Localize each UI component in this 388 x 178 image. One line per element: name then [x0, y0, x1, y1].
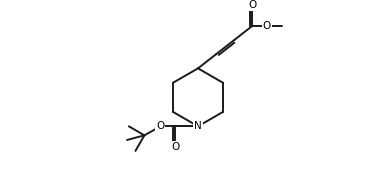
Text: O: O — [156, 121, 164, 131]
Text: N: N — [194, 121, 202, 131]
Text: O: O — [248, 0, 256, 10]
Text: O: O — [263, 21, 271, 31]
Text: O: O — [171, 142, 179, 152]
